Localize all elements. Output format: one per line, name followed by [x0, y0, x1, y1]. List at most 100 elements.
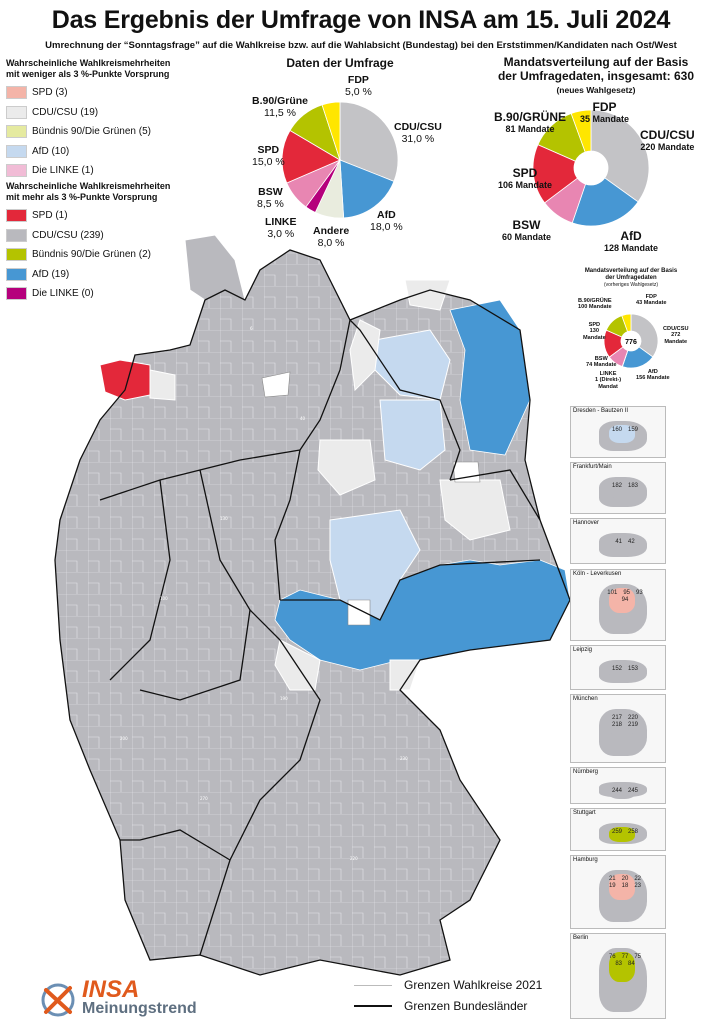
survey-label-cdu-csu: CDU/CSU 31,0 %	[394, 121, 442, 145]
legend-high-item: Bündnis 90/Die Grünen (2)	[6, 245, 206, 265]
survey-label-value: 8,5 %	[257, 198, 284, 210]
seat-old-label-line: SPD	[588, 322, 601, 328]
legend-low-swatch	[6, 105, 27, 119]
inset-district-number: 75	[634, 954, 642, 960]
inset-highlight	[609, 827, 635, 843]
inset-title: Dresden - Bautzen II	[573, 408, 629, 414]
survey-label-linke: LINKE 3,0 %	[265, 216, 297, 240]
inset-district-number: 77	[621, 954, 629, 960]
survey-label-name: FDP	[347, 74, 369, 86]
legend-low-swatch	[6, 144, 27, 158]
seat-pie-title-2: der Umfragedaten, insgesamt: 630	[497, 69, 695, 83]
legend-high-swatch	[6, 248, 27, 262]
boundary-legend-states: Grenzen Bundesländer	[354, 999, 527, 1013]
inset-title: München	[573, 696, 598, 702]
survey-label-name: LINKE	[265, 216, 297, 228]
inset-district-number: 218	[611, 722, 622, 728]
inset-district-number: 259	[611, 829, 622, 835]
inset-numbers: 76 77 75 83 84	[605, 954, 645, 967]
seat-label-name: B.90/GRÜNE	[494, 110, 567, 124]
inset-district-number: 182	[611, 483, 622, 489]
legend-low-label: Die LINKE (1)	[32, 165, 94, 177]
inset-highlight	[609, 537, 635, 554]
seat-pie-old-title-2: der Umfragedaten	[605, 275, 657, 281]
inset-title: Köln - Leverkusen	[573, 571, 622, 577]
inset-district-number: 18	[621, 883, 629, 889]
map-north	[184, 234, 246, 301]
insa-logo-brand: INSA	[82, 976, 140, 1003]
seat-label-value: 128 Mandate	[604, 243, 659, 253]
legend-low-swatch	[6, 125, 27, 139]
inset-district-number: 41	[615, 539, 622, 545]
inset-numbers: 41 42	[605, 539, 645, 545]
seat-label-bsw: BSW 60 Mandate	[502, 218, 551, 242]
legend-high-item: Die LINKE (0)	[6, 284, 206, 304]
inset-numbers: 101 95 93 94	[605, 590, 645, 603]
svg-text:200: 200	[120, 736, 128, 741]
inset-dresden-bautzen-ii: Dresden - Bautzen II 160 159	[570, 406, 666, 458]
legend-high-margin: Wahrscheinliche Wahlkreismehrheiten mit …	[6, 181, 206, 304]
legend-high-swatch	[6, 267, 27, 281]
survey-pie-title: Daten der Umfrage	[286, 56, 394, 70]
inset-numbers: 21 20 22 19 18 23	[605, 876, 645, 889]
seat-old-label-line: 130	[589, 328, 600, 335]
survey-label-value: 31,0 %	[401, 133, 435, 145]
boundary-states-label: Grenzen Bundesländer	[404, 999, 528, 1013]
inset-frankfurt-main: Frankfurt/Main 182 183	[570, 462, 666, 514]
inset-district-number: 20	[621, 876, 629, 882]
inset-m-nchen: München 217 220 218 219	[570, 694, 666, 763]
seat-label-fdp: FDP 35 Mandate	[580, 100, 629, 124]
inset-district-number: 22	[634, 876, 642, 882]
legend-low-margin: Wahrscheinliche Wahlkreismehrheiten mit …	[6, 58, 206, 181]
inset-hamburg: Hamburg 21 20 22 19 18 23	[570, 855, 666, 929]
seat-old-label-line: 272	[671, 332, 681, 339]
seat-label-value: 106 Mandate	[498, 180, 553, 190]
seat-old-label-line: LINKE	[599, 371, 617, 377]
svg-text:40: 40	[300, 416, 306, 421]
seat-old-label-line: Mandat	[598, 383, 618, 390]
map-inner-white	[347, 599, 371, 626]
seat-pie-old-title: Mandatsverteilung auf der Basis der Umfr…	[556, 268, 706, 289]
inset-berlin: Berlin 76 77 75 83 84	[570, 933, 666, 1019]
inset-district-number: 23	[634, 883, 642, 889]
inset-title: Berlin	[573, 935, 589, 941]
legend-low-item: Die LINKE (1)	[6, 161, 206, 181]
inset-title: Stuttgart	[573, 810, 596, 816]
map-cdu-light-1	[317, 439, 376, 496]
survey-label-value: 3,0 %	[267, 228, 295, 240]
map-spd-east-frisia	[99, 359, 151, 401]
legend-low-item: CDU/CSU (19)	[6, 103, 206, 123]
seat-old-label-line: BSW	[594, 356, 608, 362]
seat-old-label-line: 74 Mandate	[586, 362, 617, 369]
seat-old-label-line: AfD	[647, 369, 658, 375]
legend-low-label: AfD (10)	[32, 145, 70, 157]
inset-numbers: 152 153	[605, 666, 645, 672]
seat-old-label-fdp: FDP 43 Mandate	[636, 294, 666, 307]
survey-label-value: 18,0 %	[370, 221, 403, 233]
seat-old-label-line: Mandate	[664, 338, 688, 345]
inset-numbers: 160 159	[605, 427, 645, 433]
legend-high-swatch	[6, 209, 27, 223]
inset-title: Hamburg	[573, 857, 598, 863]
legend-low-item: Bündnis 90/Die Grünen (5)	[6, 122, 206, 142]
svg-text:220: 220	[350, 856, 358, 861]
inset-district-number: 153	[628, 666, 639, 672]
legend-high-swatch	[6, 228, 27, 242]
inset-highlight	[609, 713, 635, 738]
seat-pie-title-1: Mandatsverteilung auf der Basis	[503, 55, 689, 69]
seat-label-b-90-gr-ne: B.90/GRÜNE 81 Mandate	[494, 110, 566, 134]
svg-text:100: 100	[160, 596, 168, 601]
seat-label-name: AfD	[620, 229, 642, 243]
inset-highlight	[609, 786, 635, 799]
seat-old-label-afd: AfD 156 Mandate	[636, 369, 670, 382]
legend-high-label: AfD (19)	[32, 268, 70, 280]
inset-district-number: 42	[628, 539, 635, 545]
survey-label-name: BSW	[258, 186, 283, 198]
inset-district-number: 220	[628, 715, 639, 721]
survey-label-value: 8,0 %	[317, 237, 345, 249]
inset-highlight	[609, 952, 635, 983]
inset-district-number: 76	[608, 954, 616, 960]
svg-text:6: 6	[250, 326, 253, 331]
inset-numbers: 217 220 218 219	[605, 715, 645, 728]
map-cdu-light-3	[349, 319, 381, 392]
